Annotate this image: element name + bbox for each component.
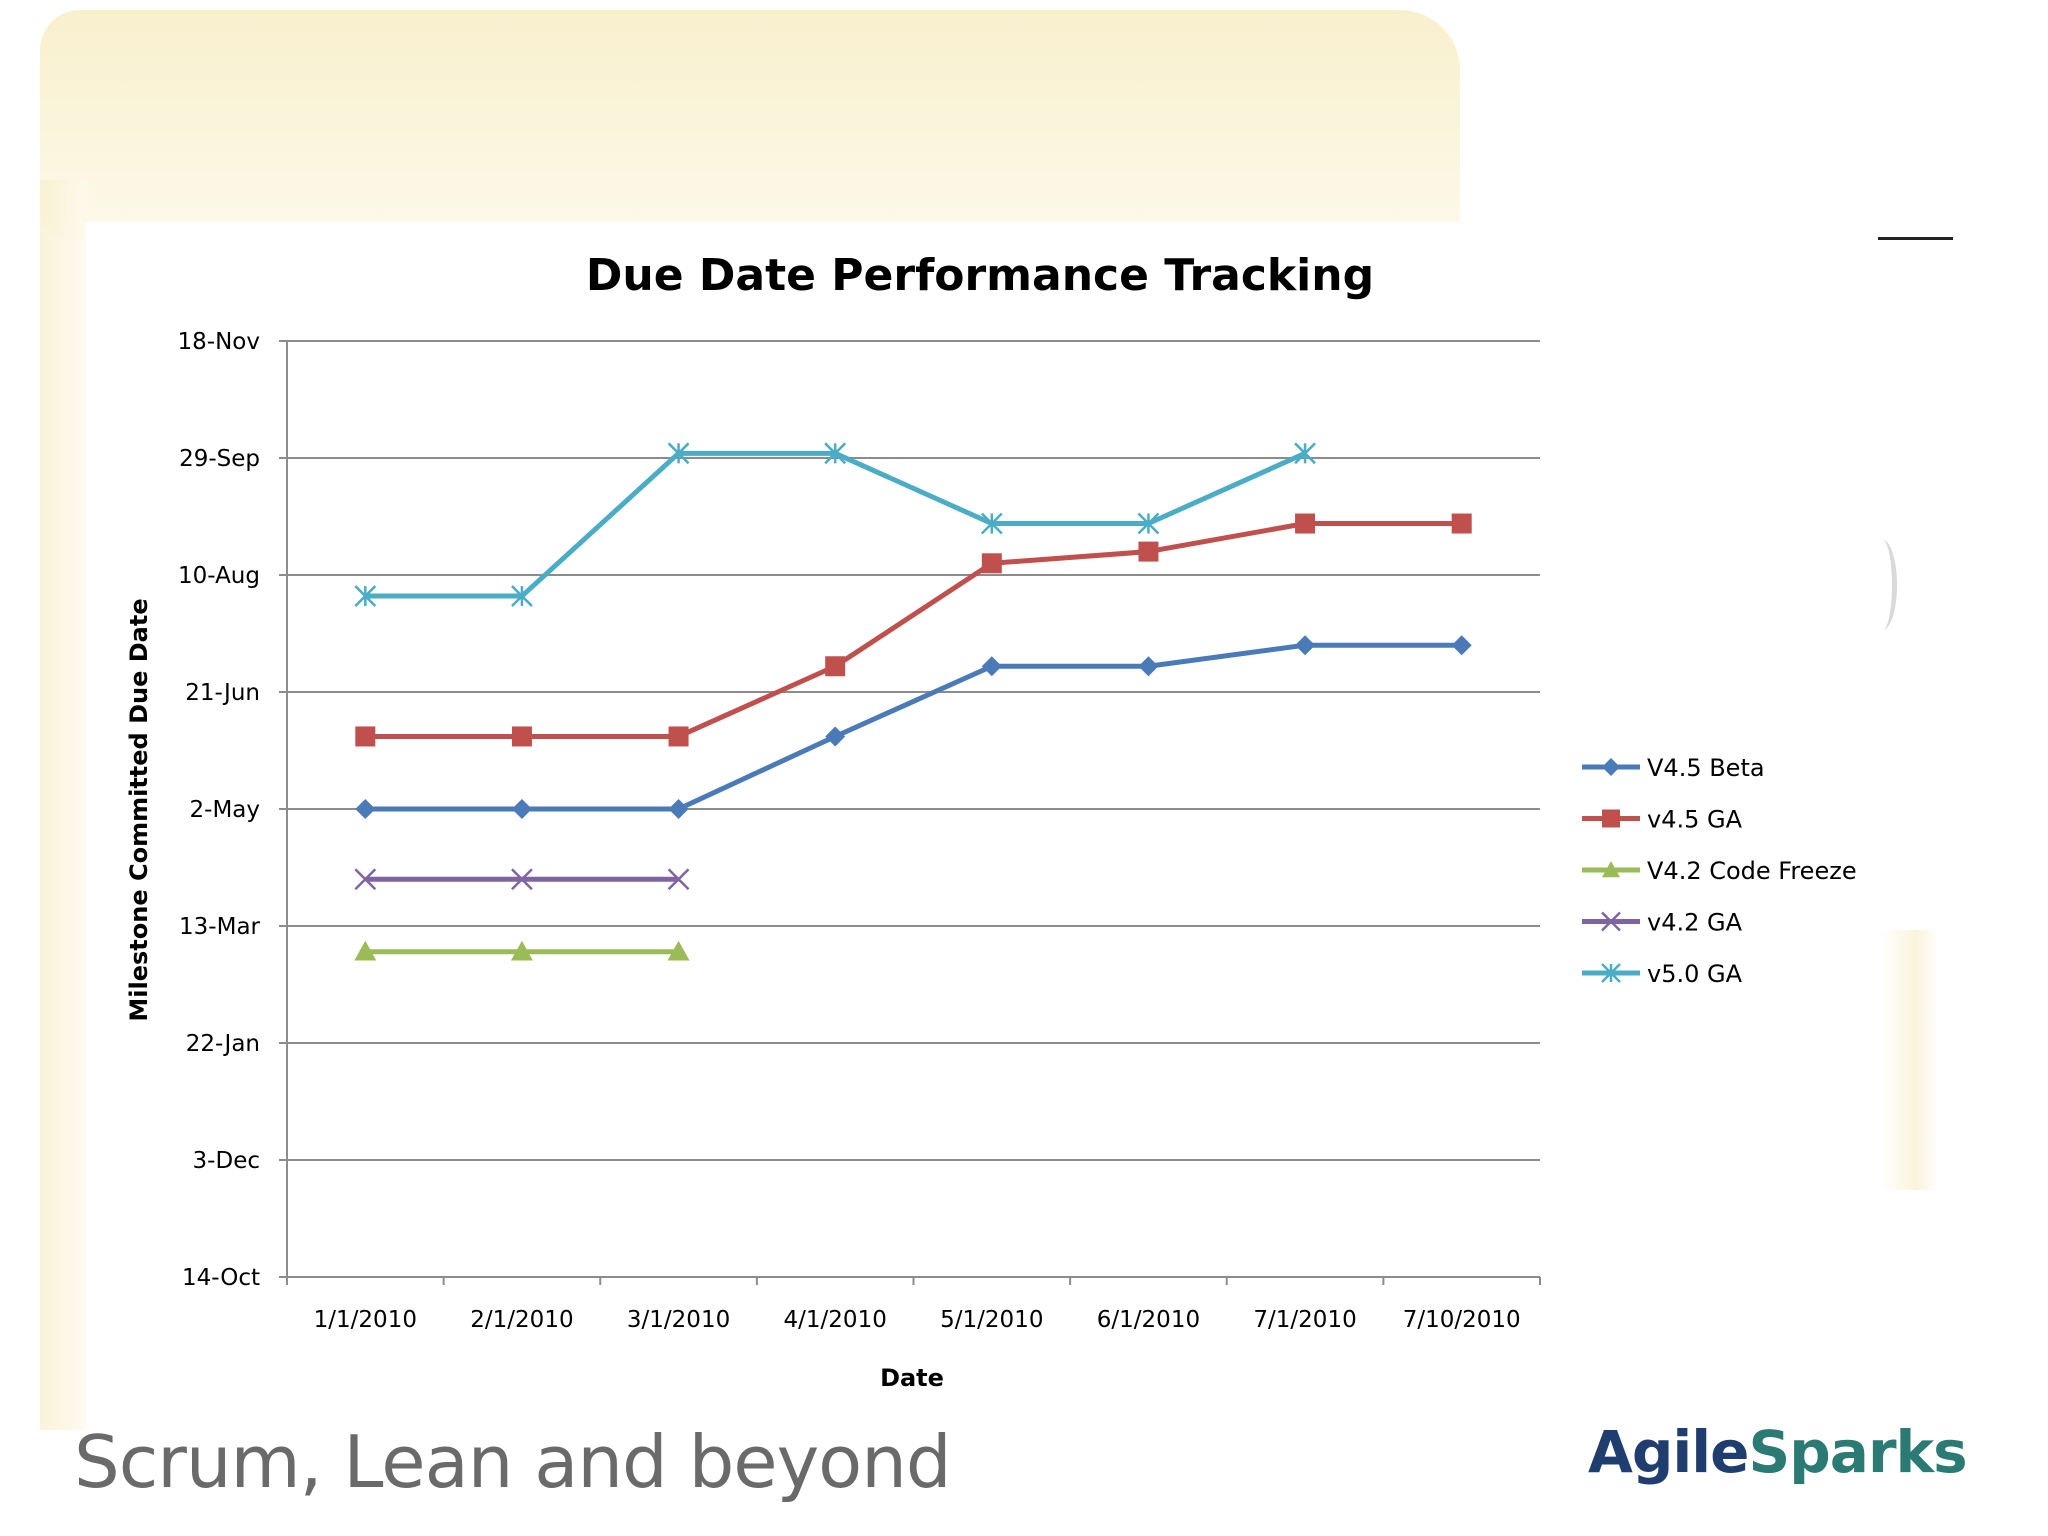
y-tick-label: 2-May xyxy=(190,797,260,823)
footer-tagline: Scrum, Lean and beyond xyxy=(74,1420,952,1504)
data-point-square xyxy=(1451,513,1472,534)
data-point-square xyxy=(1138,541,1159,562)
legend-label: v4.5 GA xyxy=(1647,806,1743,834)
legend-item: v4.2 GA xyxy=(1582,909,1743,937)
background-wash-top xyxy=(40,10,1460,240)
data-point-x xyxy=(667,868,690,891)
series-v4-2-code-freeze xyxy=(354,940,690,961)
y-tick-label: 14-Oct xyxy=(182,1265,260,1291)
x-tick-label: 6/1/2010 xyxy=(1097,1307,1200,1333)
data-point-star xyxy=(667,442,690,465)
x-tick-label: 4/1/2010 xyxy=(784,1307,887,1333)
y-axis-title: Milestone Committed Due Date xyxy=(125,598,153,1021)
data-point-square xyxy=(1295,513,1316,534)
data-point-star xyxy=(1137,512,1160,535)
series-v4-5-beta xyxy=(355,635,1472,819)
x-tick-label: 2/1/2010 xyxy=(470,1307,573,1333)
x-stroke xyxy=(511,868,533,891)
y-tick-label: 3-Dec xyxy=(193,1148,260,1174)
data-point-diamond xyxy=(1602,758,1620,776)
legend-item: v4.5 GA xyxy=(1582,806,1743,834)
data-point-x xyxy=(1601,911,1621,932)
axes: 14-Oct 3-Dec 22-Jan 13-Mar 2-May 21-Jun 10-Aug… xyxy=(178,329,1541,1333)
chart-panel xyxy=(86,222,1876,1432)
x-tick-label: 7/10/2010 xyxy=(1403,1307,1521,1333)
logo-text-sparks: Sparks xyxy=(1748,1418,1968,1486)
data-point-square xyxy=(981,553,1002,574)
chart-title: Due Date Performance Tracking xyxy=(586,250,1374,301)
data-point-x xyxy=(511,868,533,891)
x-tick-label: 1/1/2010 xyxy=(314,1307,417,1333)
data-point-diamond xyxy=(1451,635,1472,656)
legend-label: V4.5 Beta xyxy=(1647,754,1765,782)
data-point-triangle xyxy=(667,940,690,961)
y-tick-label: 13-Mar xyxy=(179,914,261,940)
x-tick-label: 3/1/2010 xyxy=(627,1307,730,1333)
x-tick-label: 7/1/2010 xyxy=(1253,1307,1356,1333)
series-line xyxy=(365,642,1462,812)
data-point-star xyxy=(511,585,533,607)
data-point-star xyxy=(354,585,377,607)
legend-item: v5.0 GA xyxy=(1582,960,1743,988)
data-point-diamond xyxy=(1138,656,1159,677)
series-v5-0-ga xyxy=(354,442,1316,607)
series-v4-2-ga xyxy=(354,868,690,891)
x-axis-title: Date xyxy=(880,1364,944,1392)
data-point-square xyxy=(1602,809,1620,828)
x-stroke xyxy=(1601,911,1621,932)
data-point-diamond xyxy=(668,799,689,819)
series-lines xyxy=(354,442,1472,961)
data-point-triangle xyxy=(1602,861,1620,878)
data-point-star xyxy=(824,442,847,465)
y-tick-label: 22-Jan xyxy=(186,1031,260,1057)
series-line xyxy=(365,521,1462,739)
data-point-triangle xyxy=(354,940,377,961)
x-stroke xyxy=(667,868,690,891)
y-tick-label: 10-Aug xyxy=(178,563,260,589)
legend-label: v4.2 GA xyxy=(1647,909,1743,937)
background-wash-right xyxy=(1880,930,1940,1190)
legend-label: v5.0 GA xyxy=(1647,960,1743,988)
data-point-square xyxy=(511,726,532,747)
y-tick-label: 21-Jun xyxy=(185,680,260,706)
data-point-triangle xyxy=(510,940,533,961)
agilesparks-logo: AgileSparks xyxy=(1588,1418,1968,1486)
data-point-square xyxy=(825,656,846,677)
data-point-star xyxy=(1601,963,1621,983)
data-point-diamond xyxy=(825,726,846,747)
right-arc-decoration xyxy=(1868,540,1897,630)
data-point-diamond xyxy=(1295,635,1316,656)
data-point-star xyxy=(980,512,1003,535)
legend-item: V4.2 Code Freeze xyxy=(1582,857,1857,885)
x-tick-label: 5/1/2010 xyxy=(940,1307,1043,1333)
series-v4-5-ga xyxy=(355,513,1472,747)
legend-label: V4.2 Code Freeze xyxy=(1647,857,1857,885)
corner-line-decoration xyxy=(1878,237,1953,240)
data-point-x xyxy=(354,868,377,891)
data-point-star xyxy=(1294,442,1316,465)
data-point-diamond xyxy=(511,799,532,819)
data-point-square xyxy=(355,726,376,747)
data-point-diamond xyxy=(981,656,1002,677)
grid-lines xyxy=(287,340,1540,1161)
x-stroke xyxy=(354,868,377,891)
data-point-diamond xyxy=(355,799,376,819)
legend-item: V4.5 Beta xyxy=(1582,754,1765,782)
data-point-square xyxy=(668,726,689,747)
y-tick-label: 18-Nov xyxy=(178,329,260,355)
legend: V4.5 Beta v4.5 GA V4.2 Code Freeze v4.2 GA v… xyxy=(1582,754,1857,988)
y-tick-label: 29-Sep xyxy=(179,446,260,472)
logo-text-agile: Agile xyxy=(1588,1418,1750,1486)
